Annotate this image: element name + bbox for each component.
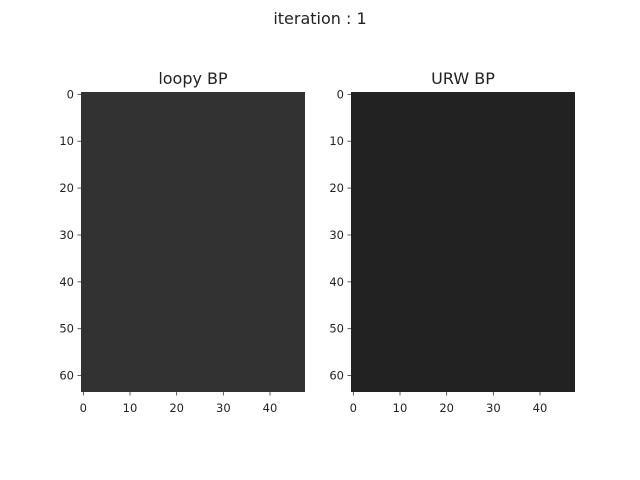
y-tick-label: 30 bbox=[329, 228, 344, 242]
panel-title: loopy BP bbox=[158, 69, 228, 88]
y-axis: 0 10 20 30 40 50 60 bbox=[59, 87, 81, 383]
heatmap-image bbox=[81, 92, 305, 392]
x-tick-label: 20 bbox=[169, 401, 184, 415]
y-tick-label: 40 bbox=[59, 275, 74, 289]
panel-urw-bp: URW BP 0 10 20 30 40 0 10 20 30 40 50 60 bbox=[329, 69, 575, 415]
x-tick-label: 0 bbox=[350, 401, 357, 415]
panel-title: URW BP bbox=[431, 69, 495, 88]
y-tick-label: 20 bbox=[59, 181, 74, 195]
y-tick-label: 10 bbox=[329, 134, 344, 148]
y-tick-label: 60 bbox=[59, 369, 74, 383]
y-tick-label: 50 bbox=[59, 322, 74, 336]
figure-suptitle: iteration : 1 bbox=[273, 9, 366, 28]
x-tick-label: 40 bbox=[263, 401, 278, 415]
x-tick-label: 30 bbox=[486, 401, 501, 415]
x-axis: 0 10 20 30 40 bbox=[350, 392, 548, 415]
y-tick-label: 30 bbox=[59, 228, 74, 242]
y-tick-label: 0 bbox=[337, 87, 344, 101]
x-axis: 0 10 20 30 40 bbox=[80, 392, 278, 415]
x-tick-label: 0 bbox=[80, 401, 87, 415]
y-tick-label: 40 bbox=[329, 275, 344, 289]
y-tick-label: 60 bbox=[329, 369, 344, 383]
y-tick-label: 10 bbox=[59, 134, 74, 148]
y-tick-label: 50 bbox=[329, 322, 344, 336]
y-tick-label: 0 bbox=[67, 87, 74, 101]
x-tick-label: 20 bbox=[439, 401, 454, 415]
x-tick-label: 30 bbox=[216, 401, 231, 415]
x-tick-label: 40 bbox=[533, 401, 548, 415]
heatmap-image bbox=[351, 92, 575, 392]
y-tick-label: 20 bbox=[329, 181, 344, 195]
panel-loopy-bp: loopy BP 0 10 20 30 40 0 10 20 30 40 50 60 bbox=[59, 69, 305, 415]
x-tick-label: 10 bbox=[393, 401, 408, 415]
y-axis: 0 10 20 30 40 50 60 bbox=[329, 87, 351, 383]
x-tick-label: 10 bbox=[123, 401, 138, 415]
